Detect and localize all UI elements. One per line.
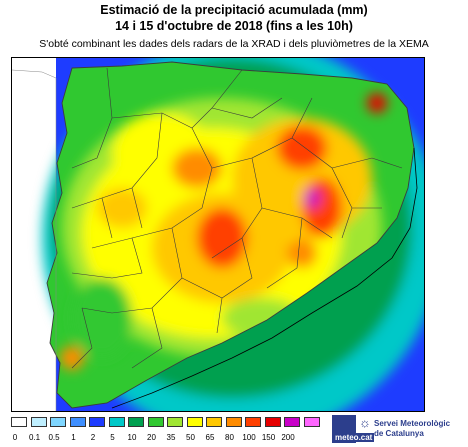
legend-swatch: [167, 417, 183, 427]
legend-label: 2: [90, 433, 96, 442]
legend-swatch: [284, 417, 300, 427]
legend-swatch: [11, 417, 27, 427]
legend-swatch: [128, 417, 144, 427]
precipitation-map: [11, 57, 425, 412]
legend-label: 5: [110, 433, 115, 442]
legend-label: 20: [147, 433, 156, 442]
legend-swatch: [303, 417, 320, 427]
legend-swatch: [89, 417, 105, 427]
map-svg: [12, 58, 424, 411]
legend-swatch: [108, 417, 125, 427]
legend-label: 100: [242, 433, 256, 442]
legend-swatch: [206, 417, 222, 427]
logo-domain-text: meteo.cat: [333, 433, 375, 442]
legend-swatch: [50, 417, 66, 427]
legend-swatch: [225, 417, 242, 427]
legend-label: 35: [166, 433, 176, 442]
wave-icon: ☼: [359, 415, 371, 430]
legend-label: 0.5: [48, 433, 60, 442]
catalonia-region: [47, 62, 414, 408]
logo-name-line1: Servei Meteorològic: [374, 419, 451, 428]
legend-label: 10: [127, 433, 137, 442]
legend-label: 200: [281, 433, 295, 442]
comarca-borders: [46, 61, 415, 409]
legend-label: 1: [71, 433, 76, 442]
logo-name-line2: de Catalunya: [374, 429, 424, 438]
legend-label: 50: [186, 433, 195, 442]
legend-label: 80: [225, 433, 234, 442]
legend-swatch: [186, 417, 203, 427]
map-title-line1: Estimació de la precipitació acumulada (…: [100, 3, 368, 17]
legend-label: 150: [261, 433, 276, 442]
map-subtitle: S'obté combinant les dades dels radars d…: [39, 38, 429, 50]
legend-label: 65: [205, 433, 215, 442]
coastline: [111, 147, 418, 409]
legend-swatch: [69, 417, 86, 427]
legend-swatch: [245, 417, 261, 427]
legend-swatch: [147, 417, 164, 427]
map-title-line2: 14 i 15 d'octubre de 2018 (fins a les 10…: [115, 19, 353, 33]
legend-swatch: [264, 417, 281, 427]
legend-label: 0: [12, 433, 18, 442]
legend-swatch: [30, 417, 47, 427]
legend-label: 0.1: [28, 433, 41, 442]
